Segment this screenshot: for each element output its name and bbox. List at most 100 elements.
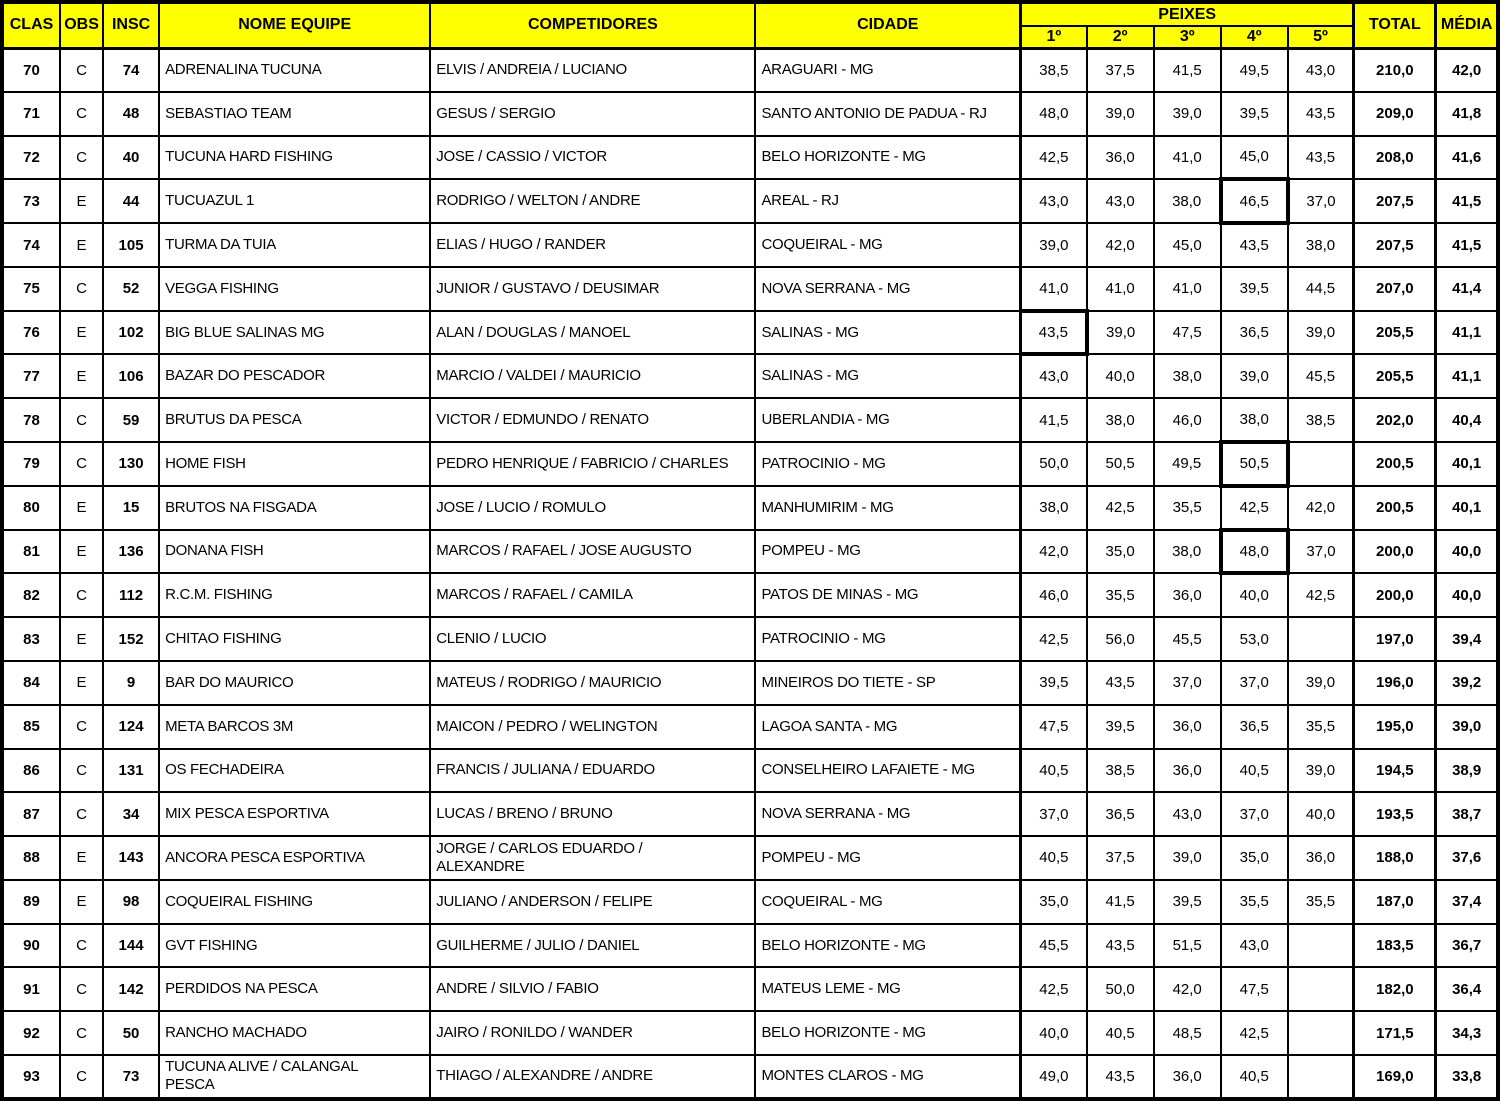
competidores-cell: MARCIO / VALDEI / MAURICIO (429, 353, 757, 400)
competidores-cell: CLENIO / LUCIO (429, 616, 757, 662)
equipe-cell: TUCUNA HARD FISHING (158, 134, 432, 181)
peixe-cell: 42,5 (1219, 484, 1289, 531)
equipe-cell: TURMA DA TUIA (158, 222, 432, 268)
peixe-cell: 44,5 (1286, 265, 1355, 312)
cidade-cell: SALINAS - MG (754, 353, 1022, 400)
peixe-cell: 38,0 (1019, 484, 1088, 531)
obs-cell: C (59, 922, 105, 969)
peixe-cell: 36,0 (1286, 835, 1355, 881)
peixe-cell: 43,0 (1152, 791, 1222, 838)
media-cell: 36,4 (1434, 966, 1500, 1013)
obs-cell: C (59, 397, 105, 444)
table-row: 76 E 102 BIG BLUE SALINAS MG ALAN / DOUGLAS … (0, 308, 1500, 357)
insc-cell: 124 (102, 703, 161, 750)
total-cell: 200,5 (1352, 441, 1437, 487)
peixe-cell: 40,0 (1019, 1010, 1088, 1056)
table-row: 87 C 34 MIX PESCA ESPORTIVA LUCAS / BRENO / … (0, 791, 1500, 838)
peixe-cell: 38,5 (1286, 397, 1355, 444)
table-row: 89 E 98 COQUEIRAL FISHING JULIANO / ANDERSON… (0, 878, 1500, 925)
col-header-peixe-2: 2º (1085, 25, 1155, 49)
media-cell: 41,1 (1434, 309, 1500, 356)
competidores-cell: PEDRO HENRIQUE / FABRICIO / CHARLES (429, 441, 757, 487)
obs-cell: C (59, 265, 105, 312)
peixe-cell: 39,0 (1019, 222, 1088, 268)
media-cell: 41,4 (1434, 265, 1500, 312)
competidores-cell: MATEUS / RODRIGO / MAURICIO (429, 659, 757, 706)
obs-cell: E (59, 616, 105, 662)
peixe-cell: 42,0 (1286, 484, 1355, 531)
equipe-cell: PERDIDOS NA PESCA (158, 966, 432, 1013)
media-cell: 37,4 (1434, 878, 1500, 925)
peixe-cell: 48,5 (1152, 1010, 1222, 1056)
table-row: 91 C 142 PERDIDOS NA PESCA ANDRE / SILVIO / … (0, 966, 1500, 1013)
competidores-cell: JULIANO / ANDERSON / FELIPE (429, 878, 757, 925)
equipe-cell: ADRENALINA TUCUNA (158, 46, 432, 93)
clas-cell: 85 (0, 703, 62, 750)
cidade-cell: NOVA SERRANA - MG (754, 265, 1022, 312)
media-cell: 37,6 (1434, 835, 1500, 881)
peixe-cell: 41,5 (1152, 46, 1222, 93)
peixe-cell: 43,5 (1286, 90, 1355, 137)
col-header-nome-equipe: NOME EQUIPE (158, 1, 432, 49)
peixe-cell: 50,0 (1019, 441, 1088, 487)
peixe-cell: 43,5 (1019, 308, 1089, 357)
equipe-cell: META BARCOS 3M (158, 703, 432, 750)
insc-cell: 130 (102, 441, 161, 487)
total-cell: 169,0 (1352, 1053, 1437, 1101)
insc-cell: 52 (102, 265, 161, 312)
insc-cell: 106 (102, 353, 161, 400)
cidade-cell: LAGOA SANTA - MG (754, 703, 1022, 750)
cidade-cell: MANHUMIRIM - MG (754, 484, 1022, 531)
peixe-cell: 45,5 (1152, 616, 1222, 662)
cidade-cell: UBERLANDIA - MG (754, 397, 1022, 444)
obs-cell: E (59, 659, 105, 706)
insc-cell: 59 (102, 397, 161, 444)
obs-cell: C (59, 966, 105, 1013)
peixe-cell: 39,5 (1152, 878, 1222, 925)
peixe-cell: 43,5 (1085, 1053, 1155, 1101)
clas-cell: 74 (0, 222, 62, 268)
table-row: 82 C 112 R.C.M. FISHING MARCOS / RAFAEL / CA… (0, 572, 1500, 619)
peixe-cell: 42,5 (1219, 1010, 1289, 1056)
cidade-cell: PATROCINIO - MG (754, 616, 1022, 662)
clas-cell: 93 (0, 1053, 62, 1101)
peixe-cell: 40,5 (1019, 747, 1088, 794)
table-row: 90 C 144 GVT FISHING GUILHERME / JULIO / DAN… (0, 922, 1500, 969)
total-cell: 205,5 (1352, 309, 1437, 356)
peixe-cell: 42,5 (1286, 572, 1355, 619)
peixe-cell: 43,0 (1286, 46, 1355, 93)
total-cell: 194,5 (1352, 747, 1437, 794)
media-cell: 40,1 (1434, 441, 1500, 487)
peixe-cell: 39,5 (1219, 265, 1289, 312)
clas-cell: 75 (0, 265, 62, 312)
total-cell: 196,0 (1352, 659, 1437, 706)
competidores-cell: ALAN / DOUGLAS / MANOEL (429, 309, 757, 356)
peixe-cell: 39,0 (1085, 90, 1155, 137)
peixe-cell: 46,5 (1218, 177, 1290, 226)
insc-cell: 144 (102, 922, 161, 969)
obs-cell: C (59, 747, 105, 794)
peixe-cell: 49,0 (1019, 1053, 1088, 1101)
clas-cell: 81 (0, 528, 62, 575)
total-cell: 200,0 (1352, 528, 1437, 575)
clas-cell: 72 (0, 134, 62, 181)
peixe-cell: 45,0 (1219, 134, 1289, 181)
peixe-cell: 39,0 (1286, 747, 1355, 794)
peixe-cell: 43,0 (1019, 178, 1088, 225)
obs-cell: C (59, 1053, 105, 1101)
media-cell: 40,0 (1434, 528, 1500, 575)
peixe-cell: 37,5 (1085, 835, 1155, 881)
col-header-obs: OBS (59, 1, 105, 49)
clas-cell: 90 (0, 922, 62, 969)
cidade-cell: BELO HORIZONTE - MG (754, 134, 1022, 181)
table-row: 71 C 48 SEBASTIAO TEAM GESUS / SERGIO SANTO A… (0, 90, 1500, 137)
total-cell: 195,0 (1352, 703, 1437, 750)
competidores-cell: THIAGO / ALEXANDRE / ANDRE (429, 1053, 757, 1101)
cidade-cell: COQUEIRAL - MG (754, 878, 1022, 925)
clas-cell: 86 (0, 747, 62, 794)
peixe-cell: 39,5 (1019, 659, 1088, 706)
peixe-cell: 41,0 (1085, 265, 1155, 312)
peixe-cell: 39,0 (1286, 659, 1355, 706)
clas-cell: 84 (0, 659, 62, 706)
competidores-cell: GUILHERME / JULIO / DANIEL (429, 922, 757, 969)
